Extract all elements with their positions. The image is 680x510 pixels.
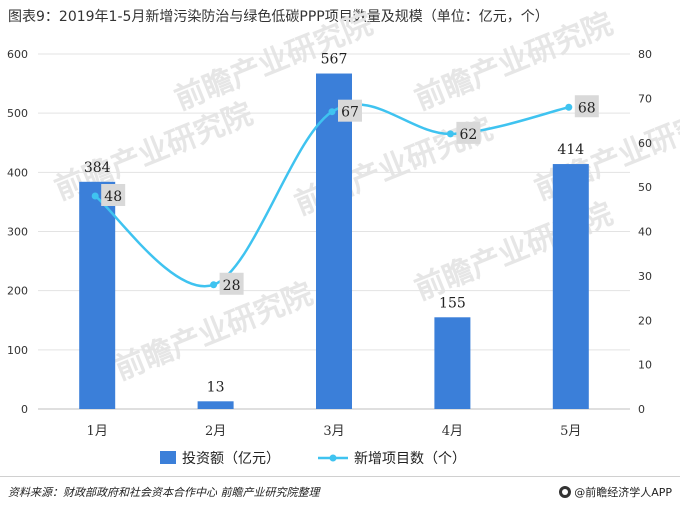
bar-value-label: 13 <box>207 379 225 395</box>
line-value-label: 67 <box>341 105 359 121</box>
x-axis-category-label: 2月 <box>205 424 226 439</box>
line-label-box <box>338 99 362 122</box>
brand-text: @前瞻经济学人APP <box>574 486 672 499</box>
left-axis-tick-label: 0 <box>21 403 28 416</box>
legend-bar-swatch <box>160 451 176 464</box>
bar <box>434 317 471 409</box>
right-axis-tick-label: 50 <box>638 181 652 194</box>
bar-value-label: 414 <box>557 142 584 158</box>
line-value-label: 48 <box>104 189 122 205</box>
right-axis-tick-label: 0 <box>638 403 645 416</box>
left-axis-tick-label: 100 <box>7 344 28 357</box>
right-axis-tick-label: 20 <box>638 314 652 327</box>
bar-value-label: 384 <box>84 160 111 176</box>
line-value-label: 68 <box>578 100 596 116</box>
watermark-text: 前瞻产业研究院 <box>110 276 318 387</box>
bar <box>316 73 352 410</box>
x-axis-category-label: 3月 <box>323 424 344 439</box>
right-axis-tick-label: 40 <box>638 226 652 239</box>
bar <box>197 401 234 409</box>
brand-logo-icon <box>559 486 572 498</box>
source-note: 资料来源：财政部政府和社会资本合作中心 前瞻产业研究院整理 <box>8 486 320 499</box>
line-label-box <box>101 184 126 206</box>
line-label-box <box>574 95 599 118</box>
line-point <box>210 281 218 289</box>
bar-value-label: 155 <box>439 295 466 311</box>
right-axis-tick-label: 70 <box>638 92 652 105</box>
right-axis-tick-label: 60 <box>638 137 652 150</box>
bar-value-label: 567 <box>321 52 348 68</box>
line-label-box <box>219 272 244 295</box>
legend-bar-label: 投资额（亿元） <box>182 451 280 467</box>
line-point <box>91 192 99 200</box>
legend-line-marker <box>329 454 337 462</box>
chart-title: 图表9：2019年1-5月新增污染防治与绿色低碳PPP项目数量及规模（单位：亿元… <box>8 9 549 25</box>
right-axis-tick-label: 30 <box>638 270 652 283</box>
combo-chart: 前瞻产业研究院前瞻产业研究院前瞻产业研究院前瞻产业研究院前瞻产业研究院前瞻产业研… <box>7 6 680 467</box>
left-axis-tick-label: 300 <box>7 226 28 239</box>
line-value-label: 62 <box>459 127 477 143</box>
legend-line-label: 新增项目数（个） <box>354 451 466 467</box>
left-axis-tick-label: 500 <box>7 107 28 120</box>
brand-credit: @前瞻经济学人APP <box>559 484 672 500</box>
right-axis-tick-label: 10 <box>638 359 652 372</box>
line-value-label: 28 <box>223 278 241 294</box>
bar <box>79 181 116 409</box>
x-axis-category-label: 5月 <box>560 424 581 439</box>
right-axis-tick-label: 80 <box>638 48 652 61</box>
x-axis-category-label: 1月 <box>87 424 108 439</box>
left-axis-tick-label: 400 <box>7 166 28 179</box>
x-axis-category-label: 4月 <box>442 424 463 439</box>
line-point <box>328 108 336 116</box>
line-point <box>446 130 454 138</box>
left-axis-tick-label: 600 <box>7 48 28 61</box>
line-point <box>565 103 573 111</box>
line-label-box <box>456 121 481 144</box>
bar <box>552 164 589 409</box>
left-axis-tick-label: 200 <box>7 285 28 298</box>
footer-divider <box>0 476 680 477</box>
